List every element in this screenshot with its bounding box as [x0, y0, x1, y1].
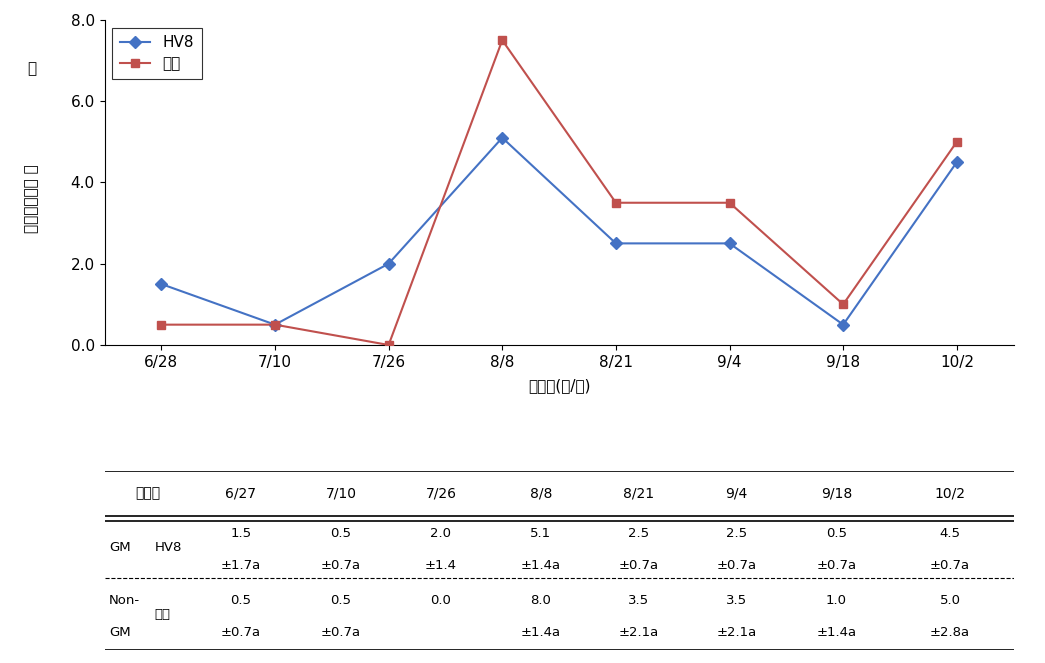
Text: 2.0: 2.0: [431, 527, 451, 540]
일미: [951, 138, 963, 146]
Text: ±2.8a: ±2.8a: [930, 627, 970, 639]
Text: 8.0: 8.0: [531, 594, 552, 607]
일미: [837, 300, 850, 308]
Text: 9/4: 9/4: [725, 486, 747, 501]
Text: 0.5: 0.5: [826, 527, 846, 540]
Text: GM: GM: [109, 627, 131, 639]
Text: ±1.4a: ±1.4a: [520, 559, 561, 572]
Text: 1.0: 1.0: [826, 594, 846, 607]
Text: HV8: HV8: [155, 541, 182, 554]
HV8: [382, 260, 395, 268]
Text: ±0.7a: ±0.7a: [220, 627, 261, 639]
HV8: [496, 134, 509, 142]
X-axis label: 조사일(월/일): 조사일(월/일): [528, 378, 590, 393]
Text: ±0.7a: ±0.7a: [321, 627, 361, 639]
일미: [496, 36, 509, 44]
Text: 4.5: 4.5: [939, 527, 960, 540]
HV8: [723, 239, 736, 247]
일미: [723, 199, 736, 207]
Line: 일미: 일미: [157, 36, 961, 349]
Text: 0.5: 0.5: [330, 594, 351, 607]
HV8: [155, 280, 167, 288]
Text: 5.0: 5.0: [939, 594, 960, 607]
Text: 1.5: 1.5: [230, 527, 252, 540]
Text: 평균발생개체 수: 평균발생개체 수: [24, 164, 40, 233]
HV8: [609, 239, 622, 247]
Text: ±0.7a: ±0.7a: [930, 559, 970, 572]
Text: 수: 수: [27, 61, 37, 76]
Text: Non-: Non-: [109, 594, 140, 607]
일미: [382, 341, 395, 349]
일미: [269, 321, 281, 329]
Text: 0.0: 0.0: [431, 594, 451, 607]
Text: ±0.7a: ±0.7a: [321, 559, 361, 572]
Text: 일미: 일미: [155, 609, 170, 621]
Text: GM: GM: [109, 541, 131, 554]
Text: ±2.1a: ±2.1a: [619, 627, 658, 639]
Text: 조사일: 조사일: [135, 486, 160, 501]
Text: 2.5: 2.5: [726, 527, 747, 540]
Text: 8/21: 8/21: [623, 486, 654, 501]
Text: ±0.7a: ±0.7a: [716, 559, 757, 572]
Text: 7/10: 7/10: [325, 486, 356, 501]
Text: ±1.4a: ±1.4a: [520, 627, 561, 639]
Text: 0.5: 0.5: [230, 594, 252, 607]
Text: ±0.7a: ±0.7a: [619, 559, 658, 572]
일미: [155, 321, 167, 329]
Text: 8/8: 8/8: [530, 486, 552, 501]
Text: ±0.7a: ±0.7a: [816, 559, 857, 572]
Line: HV8: HV8: [157, 133, 961, 329]
Text: ±1.4a: ±1.4a: [816, 627, 857, 639]
Text: 2.5: 2.5: [628, 527, 649, 540]
Text: ±2.1a: ±2.1a: [716, 627, 757, 639]
일미: [609, 199, 622, 207]
Text: 7/26: 7/26: [425, 486, 457, 501]
HV8: [951, 158, 963, 166]
Text: 10/2: 10/2: [934, 486, 966, 501]
Legend: HV8, 일미: HV8, 일미: [112, 28, 202, 79]
HV8: [837, 321, 850, 329]
Text: 3.5: 3.5: [726, 594, 747, 607]
HV8: [269, 321, 281, 329]
Text: 5.1: 5.1: [530, 527, 552, 540]
Text: 0.5: 0.5: [330, 527, 351, 540]
Text: ±1.4: ±1.4: [425, 559, 457, 572]
Text: 6/27: 6/27: [226, 486, 256, 501]
Text: 3.5: 3.5: [628, 594, 649, 607]
Text: ±1.7a: ±1.7a: [220, 559, 261, 572]
Text: 9/18: 9/18: [820, 486, 852, 501]
